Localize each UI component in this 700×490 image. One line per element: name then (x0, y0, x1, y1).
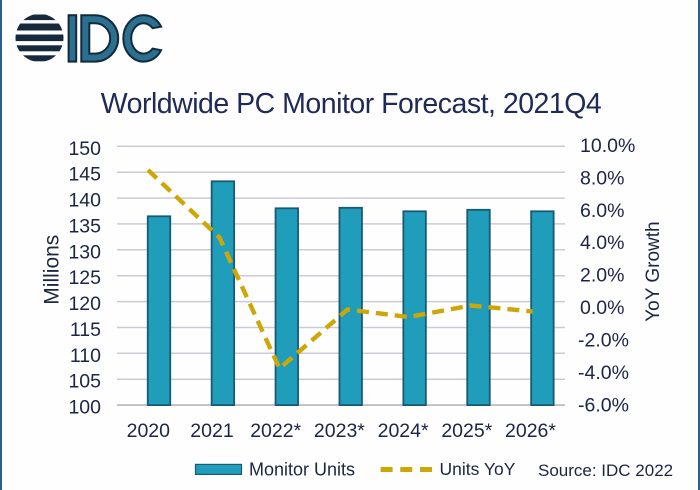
svg-text:-2.0%: -2.0% (578, 330, 629, 352)
svg-text:Millions: Millions (41, 235, 64, 305)
svg-text:0.0%: 0.0% (580, 297, 624, 319)
svg-text:Monitor Units: Monitor Units (249, 459, 355, 479)
svg-text:130: 130 (68, 241, 101, 263)
svg-text:120: 120 (68, 293, 101, 315)
svg-text:2023*: 2023* (314, 420, 365, 442)
svg-text:115: 115 (70, 319, 101, 341)
svg-text:2020: 2020 (127, 420, 171, 442)
svg-text:150: 150 (68, 138, 101, 160)
svg-text:145: 145 (68, 164, 101, 186)
svg-text:2022*: 2022* (250, 420, 301, 442)
svg-text:105: 105 (68, 371, 101, 393)
svg-text:2025*: 2025* (441, 420, 492, 442)
svg-text:2026*: 2026* (505, 420, 556, 442)
svg-text:-4.0%: -4.0% (578, 362, 629, 384)
svg-text:-6.0%: -6.0% (578, 395, 629, 417)
svg-text:6.0%: 6.0% (580, 200, 624, 222)
svg-text:2.0%: 2.0% (580, 265, 624, 287)
svg-text:140: 140 (68, 190, 101, 212)
svg-text:8.0%: 8.0% (580, 167, 624, 189)
svg-text:135: 135 (68, 215, 101, 237)
svg-text:Units YoY: Units YoY (440, 459, 516, 479)
svg-text:4.0%: 4.0% (580, 232, 624, 254)
svg-text:Source: IDC 2022: Source: IDC 2022 (538, 461, 673, 480)
svg-text:110: 110 (70, 345, 101, 367)
svg-text:125: 125 (68, 267, 101, 289)
svg-text:YoY Growth: YoY Growth (643, 221, 664, 321)
svg-text:100: 100 (68, 397, 101, 419)
svg-text:2021: 2021 (190, 420, 233, 442)
svg-text:10.0%: 10.0% (580, 135, 635, 157)
svg-text:2024*: 2024* (378, 420, 429, 442)
